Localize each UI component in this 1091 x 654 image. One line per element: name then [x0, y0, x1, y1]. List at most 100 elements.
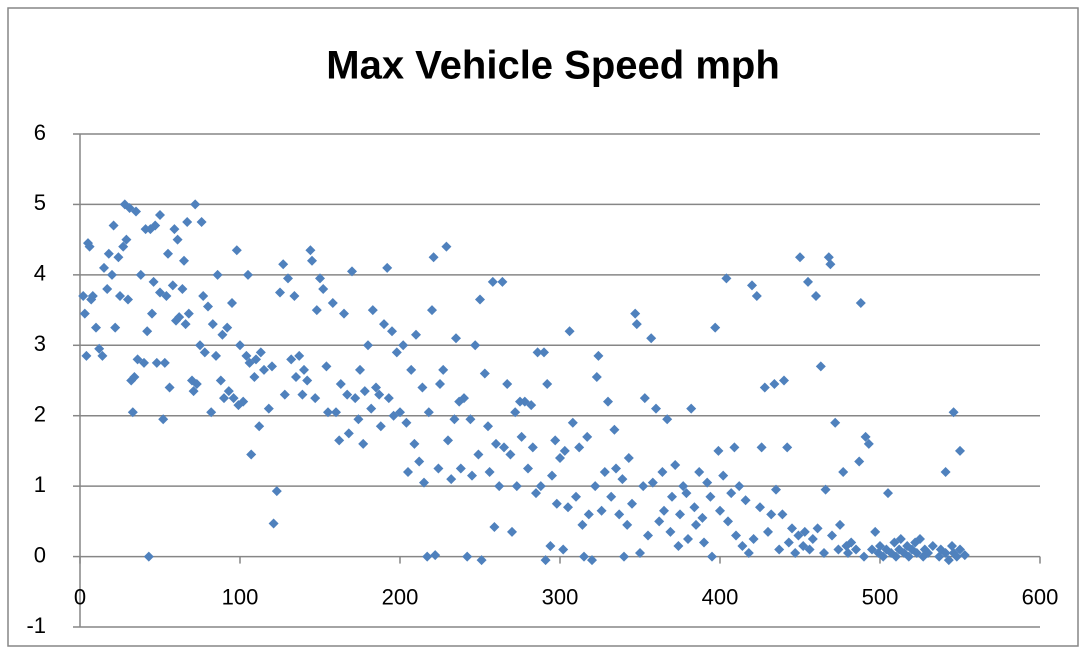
- y-tick-label: 5: [34, 190, 46, 215]
- point: [409, 438, 420, 449]
- point: [347, 266, 357, 277]
- point: [639, 393, 650, 404]
- point: [807, 533, 818, 544]
- point: [574, 442, 585, 453]
- point: [951, 551, 962, 562]
- point: [943, 555, 954, 566]
- point: [940, 548, 951, 559]
- point: [790, 548, 801, 559]
- point: [651, 403, 661, 414]
- point: [630, 308, 641, 319]
- point: [299, 364, 309, 375]
- point: [99, 262, 109, 273]
- point: [158, 414, 169, 425]
- point: [371, 382, 381, 393]
- point: [583, 509, 594, 520]
- y-tick-label: -1: [26, 613, 46, 638]
- point: [84, 241, 95, 252]
- point: [860, 431, 871, 442]
- point: [795, 252, 805, 263]
- point: [387, 326, 397, 337]
- point: [446, 474, 457, 485]
- point: [398, 340, 409, 351]
- point: [579, 551, 589, 562]
- x-tick-label: 200: [382, 584, 419, 609]
- point: [654, 516, 665, 527]
- point: [311, 305, 322, 316]
- point: [395, 407, 405, 418]
- point: [455, 463, 466, 474]
- point: [667, 491, 677, 502]
- point: [241, 350, 252, 361]
- point: [113, 252, 124, 263]
- x-tick-label: 600: [1022, 584, 1059, 609]
- point: [670, 460, 681, 471]
- point: [755, 502, 765, 513]
- point: [523, 463, 533, 474]
- point: [470, 340, 481, 351]
- point: [335, 379, 346, 390]
- point: [545, 541, 556, 552]
- point: [142, 326, 153, 337]
- point: [430, 550, 441, 561]
- point: [855, 298, 866, 309]
- point: [150, 220, 161, 231]
- point: [423, 407, 434, 418]
- point: [161, 290, 172, 301]
- point: [494, 481, 505, 492]
- y-tick-label: 0: [34, 542, 46, 567]
- point: [599, 467, 610, 478]
- point: [819, 548, 829, 559]
- point: [623, 452, 634, 463]
- point: [766, 509, 777, 520]
- point: [435, 379, 445, 390]
- point: [323, 407, 333, 418]
- point: [183, 308, 194, 319]
- point: [681, 488, 692, 499]
- point: [479, 368, 490, 379]
- y-tick-label: 6: [34, 120, 46, 145]
- point: [606, 491, 617, 502]
- point: [217, 329, 228, 340]
- point: [203, 301, 213, 312]
- point: [91, 322, 101, 333]
- point: [559, 445, 570, 456]
- point: [859, 551, 869, 562]
- point: [611, 463, 621, 474]
- point: [833, 544, 844, 555]
- point: [948, 407, 959, 418]
- point: [121, 234, 132, 245]
- point: [721, 273, 732, 284]
- point: [799, 526, 810, 537]
- point: [955, 544, 965, 555]
- point: [249, 371, 260, 382]
- point: [830, 417, 841, 428]
- point: [563, 502, 573, 513]
- point: [895, 533, 906, 544]
- point: [438, 364, 449, 375]
- point: [662, 414, 673, 425]
- y-tick-label: 1: [34, 472, 46, 497]
- point: [756, 442, 767, 453]
- point: [609, 424, 620, 435]
- point: [383, 393, 394, 404]
- point: [339, 308, 349, 319]
- point: [558, 544, 569, 555]
- point: [838, 467, 849, 478]
- point: [527, 442, 538, 453]
- point: [511, 481, 522, 492]
- point: [473, 449, 484, 460]
- point: [729, 442, 740, 453]
- point: [110, 322, 121, 333]
- point: [148, 276, 159, 287]
- point: [391, 347, 402, 358]
- point: [827, 530, 837, 541]
- point: [707, 551, 717, 562]
- point: [483, 421, 493, 432]
- point: [825, 259, 836, 270]
- point: [238, 396, 249, 407]
- point: [315, 273, 325, 284]
- point: [206, 407, 217, 418]
